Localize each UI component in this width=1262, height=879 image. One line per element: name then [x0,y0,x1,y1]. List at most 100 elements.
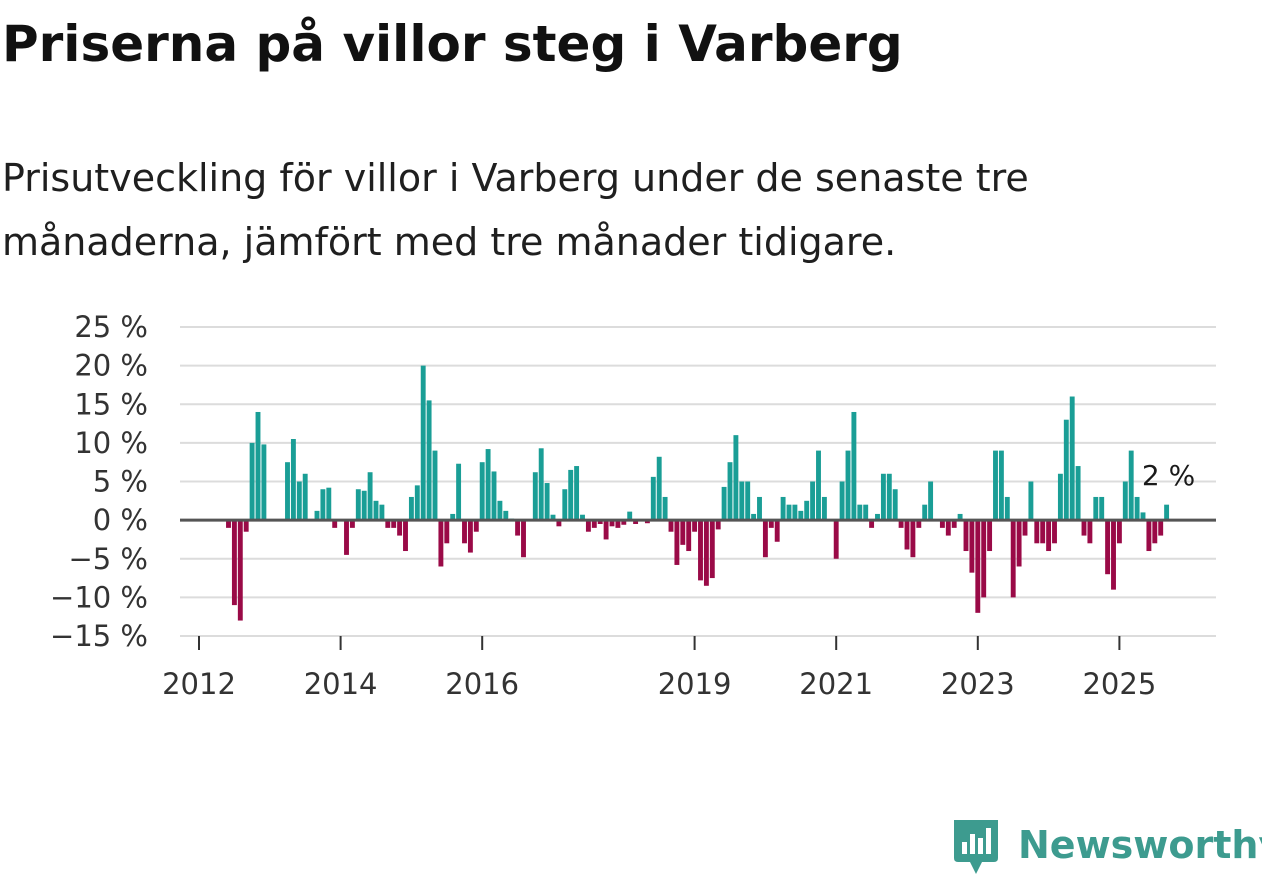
bar [379,504,385,521]
bar [226,520,231,528]
bar [426,400,432,521]
bar [869,520,875,528]
bar [721,486,727,521]
bar [774,520,780,542]
bar [786,504,792,521]
bar [650,476,656,521]
bar [562,489,568,521]
x-tick-label: 2023 [941,667,1015,701]
bar [804,500,810,521]
bar [745,481,751,521]
bar [1022,520,1028,536]
bar [1122,481,1128,521]
bar [385,520,391,528]
bar [285,462,290,521]
bar [857,504,863,521]
bar [1069,396,1075,521]
bar [1081,520,1087,536]
bar [556,520,562,527]
bar [462,520,467,544]
bar [497,500,503,521]
bar [408,496,414,521]
x-tick-label: 2025 [1082,667,1156,701]
brand-name: Newsworthy [1018,823,1262,867]
bar [674,520,680,565]
bar [975,520,981,613]
chart-title: Priserna på villor steg i Varberg [2,15,903,73]
y-tick-label: 20 % [74,349,148,383]
bar [733,435,739,521]
y-tick-label: 5 % [93,465,148,499]
bar [880,473,886,521]
bar [314,510,320,521]
bar [951,520,957,528]
y-tick-label: 15 % [74,387,148,421]
bar [1105,520,1111,575]
bar [916,520,922,528]
bar [703,520,709,586]
bar [290,439,296,521]
bar [1004,496,1010,521]
bar [302,473,308,521]
bar [1016,520,1022,567]
bar [432,450,438,521]
bar [845,450,851,521]
bar [609,520,615,527]
gridlines [180,326,1216,637]
bar [833,520,839,559]
bar [503,510,509,521]
bar [467,520,473,553]
bar [851,411,857,521]
bar [403,520,408,552]
bar [1099,496,1105,521]
bar [739,481,745,521]
bar [515,520,521,536]
bar [957,513,963,521]
bar [928,481,934,521]
bar [1046,520,1052,552]
bar [1040,520,1046,544]
bar [261,444,267,521]
newsworthy-logo: Newsworthy [950,818,1262,876]
bar [644,520,650,524]
bar [479,462,485,521]
bar [1057,473,1063,521]
bar [367,472,373,521]
bar [709,520,715,579]
bar [662,496,668,521]
x-tick-label: 2012 [162,667,236,701]
y-tick-label: 0 % [93,503,148,537]
labels: 25 % 20 % 15 % 10 % 5 % 0 % −5 % −10 % −15 % 2012… [50,310,1195,701]
bar [1164,504,1170,521]
bar [810,481,816,521]
bar [768,520,774,528]
bar [792,504,798,521]
bar [698,520,703,581]
y-tick-label: −5 % [68,542,148,576]
bar [231,520,237,606]
bar [993,450,998,521]
bar [627,511,633,521]
bar [538,448,544,521]
bar [1152,520,1158,544]
bar [521,520,526,558]
bar [875,513,880,521]
bar [1093,496,1099,521]
bar [751,513,757,521]
bar [727,462,733,521]
bar [473,520,479,532]
bar [574,466,580,521]
bar [816,450,821,521]
bar [1034,520,1040,544]
x-tick-label: 2019 [658,667,732,701]
bar [243,520,249,532]
bar [568,469,574,521]
bar [686,520,692,552]
bar [715,520,721,530]
x-tick-label: 2016 [445,667,519,701]
bar [922,504,928,521]
bar [621,520,627,525]
x-tick-label: 2021 [799,667,873,701]
bar [668,520,674,532]
